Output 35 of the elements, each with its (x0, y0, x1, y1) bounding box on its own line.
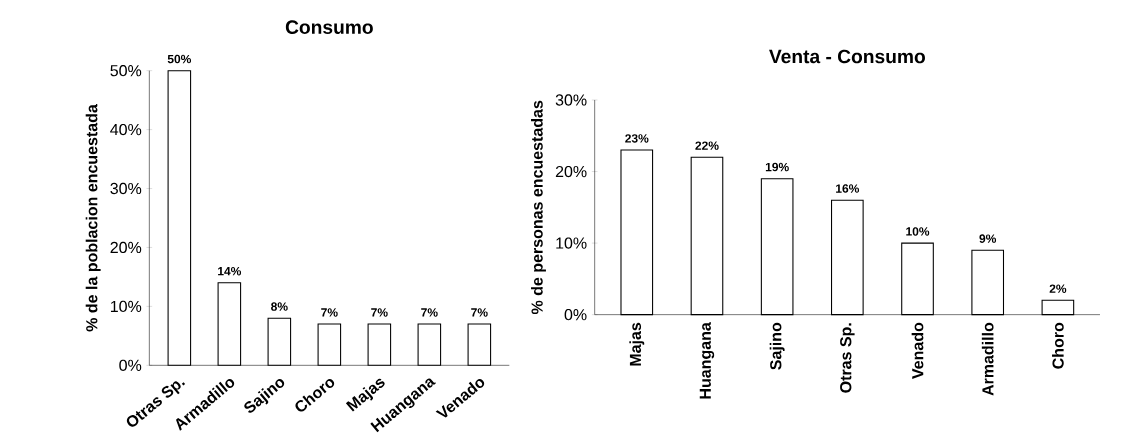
data-label: 7% (421, 308, 438, 317)
data-label: 2% (1049, 284, 1067, 293)
y-axis-title: % de personas encuestadas (531, 100, 546, 315)
x-tick-label: Choro (1052, 322, 1064, 369)
y-axis-title: % de la poblacion encuestada (85, 104, 101, 332)
data-label: 16% (836, 184, 860, 193)
y-tick-label: 40% (110, 123, 142, 136)
data-label: 7% (471, 308, 488, 317)
x-tick-label: Otras Sp. (840, 323, 855, 393)
data-label: 14% (218, 267, 242, 276)
data-label: 19% (765, 162, 789, 172)
y-tick-label: 0% (119, 359, 142, 371)
data-label: 10% (906, 227, 930, 236)
chart-title: Consumo (285, 20, 373, 34)
data-label: 23% (625, 134, 649, 143)
x-tick-label: Venado (911, 322, 924, 380)
y-tick-label: 10% (556, 237, 587, 249)
y-tick-label: 0% (564, 308, 587, 321)
x-tick-label: Majas (629, 322, 645, 366)
data-label: 9% (979, 234, 997, 243)
y-tick-label: 30% (110, 182, 142, 195)
data-label: 50% (167, 54, 192, 64)
y-tick-label: 10% (110, 300, 142, 313)
y-tick-label: 50% (110, 65, 142, 77)
x-tick-label: Sajino (769, 322, 785, 370)
y-tick-label: 20% (555, 165, 587, 178)
chart-title: Venta - Consumo (769, 49, 925, 64)
y-tick-label: 30% (555, 94, 587, 106)
x-tick-label: Armadillo (981, 322, 994, 396)
x-tick-label: Huangana (699, 322, 715, 399)
data-label: 22% (695, 141, 719, 150)
data-label: 7% (371, 308, 388, 317)
data-label: 8% (271, 302, 288, 311)
y-tick-label: 20% (110, 241, 142, 254)
data-label: 7% (321, 308, 338, 317)
